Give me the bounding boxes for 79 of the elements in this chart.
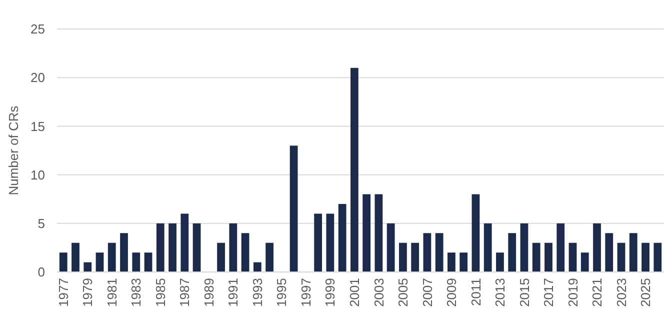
x-tick-label: 2013 [492, 278, 508, 307]
bar [120, 233, 128, 272]
bar [484, 223, 492, 272]
bar [448, 252, 456, 272]
bar [253, 262, 262, 272]
bar [314, 214, 322, 272]
x-tick-label: 1979 [80, 278, 96, 307]
x-tick-label: 2015 [516, 278, 532, 307]
x-tick-label: 2021 [590, 278, 605, 307]
y-tick-label: 25 [30, 22, 45, 37]
bar [290, 146, 298, 272]
bar [508, 233, 516, 272]
x-tick-label: 1993 [250, 278, 265, 307]
bar [472, 194, 480, 272]
x-tick-label: 2025 [638, 278, 654, 307]
y-tick-label: 15 [30, 118, 45, 134]
bar [217, 242, 225, 272]
bar [593, 223, 601, 272]
bar [556, 223, 565, 272]
bar [266, 242, 274, 272]
bar [460, 252, 468, 272]
y-tick-label: 0 [38, 264, 45, 280]
x-tick-label: 1981 [104, 278, 120, 307]
bar [654, 242, 662, 272]
x-tick-label: 2007 [420, 278, 435, 307]
y-tick-label: 5 [38, 216, 45, 231]
bar [84, 262, 92, 272]
bar [338, 204, 346, 272]
bar [544, 242, 552, 272]
bar [435, 233, 444, 272]
bar [496, 252, 504, 272]
x-tick-label: 1995 [274, 278, 290, 307]
bar [72, 242, 80, 272]
x-tick-label: 1977 [56, 278, 71, 307]
bar [168, 223, 176, 272]
x-tick-label: 1985 [152, 278, 168, 307]
bar [532, 242, 540, 272]
bar [132, 252, 140, 272]
bar [350, 68, 358, 272]
bar [642, 242, 650, 272]
y-tick-label: 20 [30, 70, 45, 86]
bar [399, 242, 407, 272]
bar [108, 242, 116, 272]
x-tick-label: 1997 [298, 278, 314, 307]
x-tick-label: 2009 [444, 278, 460, 307]
x-tick-label: 2001 [346, 278, 362, 307]
bar [629, 233, 638, 272]
bar [156, 223, 164, 272]
bar [423, 233, 432, 272]
bar [568, 242, 577, 272]
bar [411, 242, 420, 272]
bar [144, 252, 152, 272]
bar [180, 214, 189, 272]
bar [386, 223, 395, 272]
y-axis-title: Number of CRs [6, 105, 21, 196]
x-tick-label: 2017 [541, 278, 556, 307]
x-tick-label: 2019 [565, 278, 580, 307]
bar [605, 233, 614, 272]
bar [241, 233, 250, 272]
x-tick-label: 1991 [226, 278, 241, 307]
x-tick-label: 2011 [468, 278, 484, 306]
x-tick-label: 2005 [396, 278, 410, 307]
bar [96, 252, 104, 272]
bar [59, 252, 68, 272]
x-tick-label: 1989 [201, 278, 216, 307]
bar [362, 194, 371, 272]
x-tick-label: 1987 [177, 278, 192, 307]
bar [326, 214, 334, 272]
bar [229, 223, 238, 272]
x-tick-label: 2003 [371, 278, 386, 307]
bar [192, 223, 201, 272]
bar [580, 252, 589, 272]
x-tick-label: 1983 [128, 278, 144, 307]
bar [520, 223, 528, 272]
x-tick-label: 1999 [322, 278, 338, 307]
x-tick-label: 2023 [614, 278, 629, 307]
bar [617, 242, 626, 272]
y-tick-label: 10 [30, 167, 45, 182]
bar [374, 194, 383, 272]
